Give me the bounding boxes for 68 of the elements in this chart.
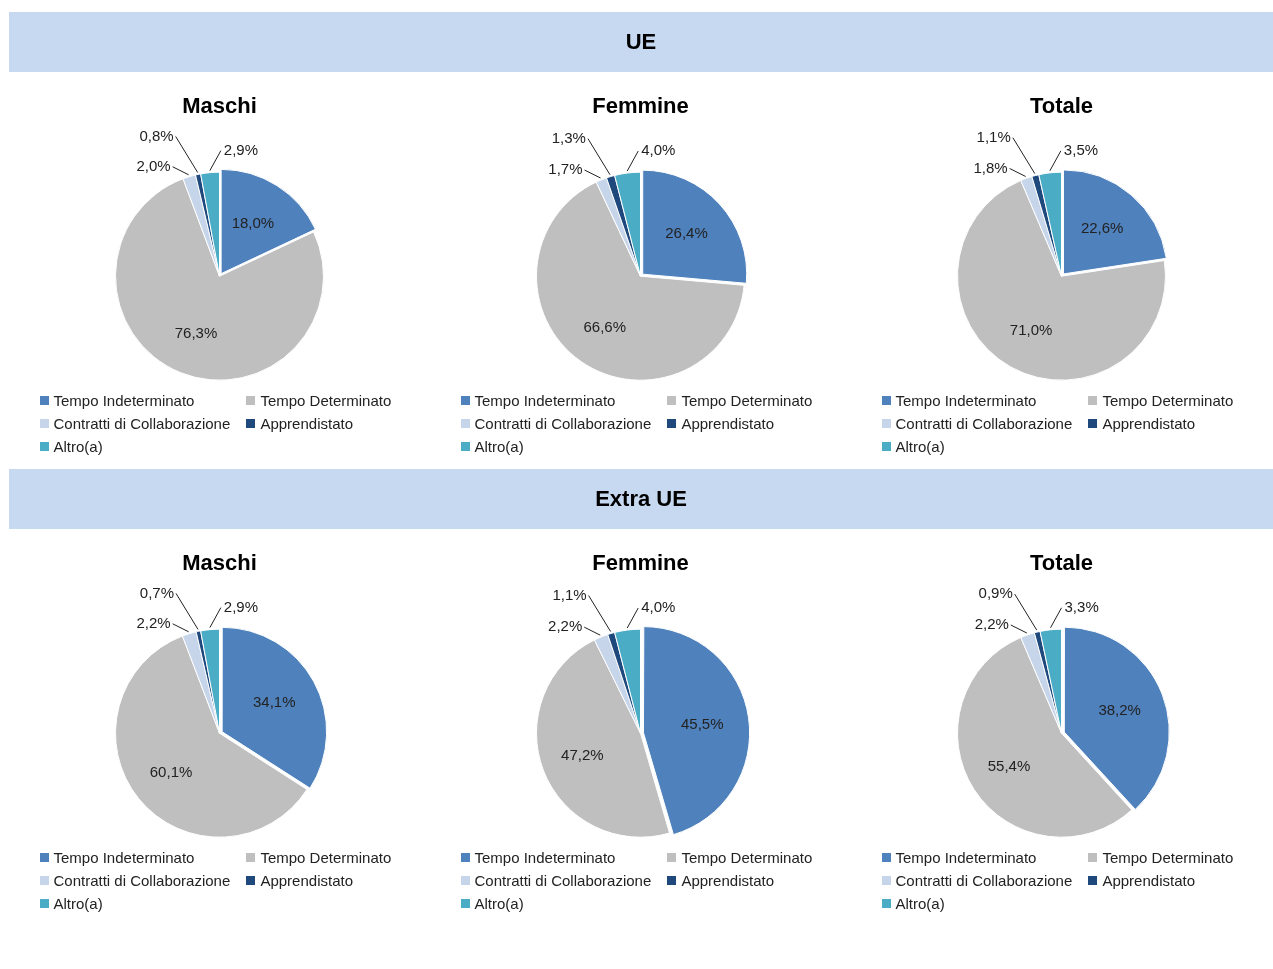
legend-label: Altro(a) — [53, 895, 103, 912]
data-label: 2,9% — [223, 597, 259, 615]
legend-label: Contratti di Collaborazione — [474, 415, 652, 432]
data-label: 18,0% — [231, 213, 275, 231]
chart-title: Totale — [1029, 93, 1094, 119]
legend-label: Altro(a) — [53, 438, 103, 455]
data-label: 38,2% — [1098, 700, 1141, 718]
data-label: 0,8% — [139, 126, 174, 144]
text: UE — [9, 12, 1273, 72]
legend-label: Altro(a) — [474, 438, 524, 455]
data-label: 4,0% — [641, 141, 676, 159]
chart-title: Femmine — [592, 93, 689, 119]
legend-label: Tempo Determinato — [260, 849, 392, 866]
data-label: 76,3% — [174, 324, 218, 342]
data-label: 2,0% — [136, 156, 171, 174]
data-label: 3,3% — [1064, 597, 1099, 615]
legend-label: Apprendistato — [681, 415, 774, 432]
legend-label: Tempo Determinato — [681, 849, 813, 866]
text: Extra UE — [9, 469, 1273, 529]
chart-title: Femmine — [592, 550, 689, 576]
data-label: 2,9% — [223, 140, 259, 158]
data-label: 22,6% — [1080, 219, 1124, 237]
data-label: 66,6% — [583, 317, 627, 335]
data-label: 47,2% — [561, 745, 604, 763]
data-label: 1,1% — [976, 127, 1011, 145]
legend-label: Tempo Indeterminato — [53, 392, 195, 409]
data-label: 2,2% — [548, 617, 583, 635]
data-label: 60,1% — [149, 762, 193, 780]
data-label: 55,4% — [987, 757, 1031, 775]
chart-title: Maschi — [182, 550, 257, 576]
data-label: 0,9% — [978, 584, 1013, 602]
chart-title: Maschi — [182, 93, 257, 119]
legend-label: Apprendistato — [1102, 415, 1195, 432]
data-label: 26,4% — [665, 224, 708, 242]
legend-label: Tempo Determinato — [681, 392, 813, 409]
legend-label: Contratti di Collaborazione — [895, 872, 1073, 889]
legend-label: Tempo Indeterminato — [895, 392, 1037, 409]
data-label: 45,5% — [681, 714, 724, 732]
legend-label: Apprendistato — [260, 872, 353, 889]
data-label: 0,7% — [139, 583, 174, 601]
data-label: 2,2% — [974, 615, 1009, 633]
data-label: 1,8% — [973, 158, 1008, 176]
legend-label: Altro(a) — [895, 438, 945, 455]
legend-label: Altro(a) — [474, 895, 524, 912]
data-label: 1,7% — [548, 160, 583, 178]
legend-label: Tempo Indeterminato — [474, 849, 616, 866]
legend-label: Contratti di Collaborazione — [53, 872, 231, 889]
chart-title: Totale — [1029, 550, 1094, 576]
legend-label: Tempo Indeterminato — [53, 849, 195, 866]
legend-label: Tempo Indeterminato — [474, 392, 616, 409]
data-label: 1,1% — [552, 585, 587, 603]
legend-label: Altro(a) — [895, 895, 945, 912]
legend-label: Apprendistato — [681, 872, 774, 889]
legend-label: Contratti di Collaborazione — [474, 872, 652, 889]
legend-label: Apprendistato — [260, 415, 353, 432]
data-label: 1,3% — [551, 128, 586, 146]
legend-label: Contratti di Collaborazione — [895, 415, 1073, 432]
data-label: 2,2% — [136, 613, 171, 631]
legend-label: Tempo Determinato — [260, 392, 392, 409]
legend-label: Contratti di Collaborazione — [53, 415, 231, 432]
legend-label: Tempo Determinato — [1102, 392, 1234, 409]
legend-label: Tempo Determinato — [1102, 849, 1234, 866]
data-label: 3,5% — [1063, 140, 1099, 158]
legend-label: Tempo Indeterminato — [895, 849, 1037, 866]
data-label: 4,0% — [641, 598, 676, 616]
legend-label: Apprendistato — [1102, 872, 1195, 889]
data-label: 71,0% — [1009, 320, 1053, 338]
data-label: 34,1% — [253, 693, 296, 711]
